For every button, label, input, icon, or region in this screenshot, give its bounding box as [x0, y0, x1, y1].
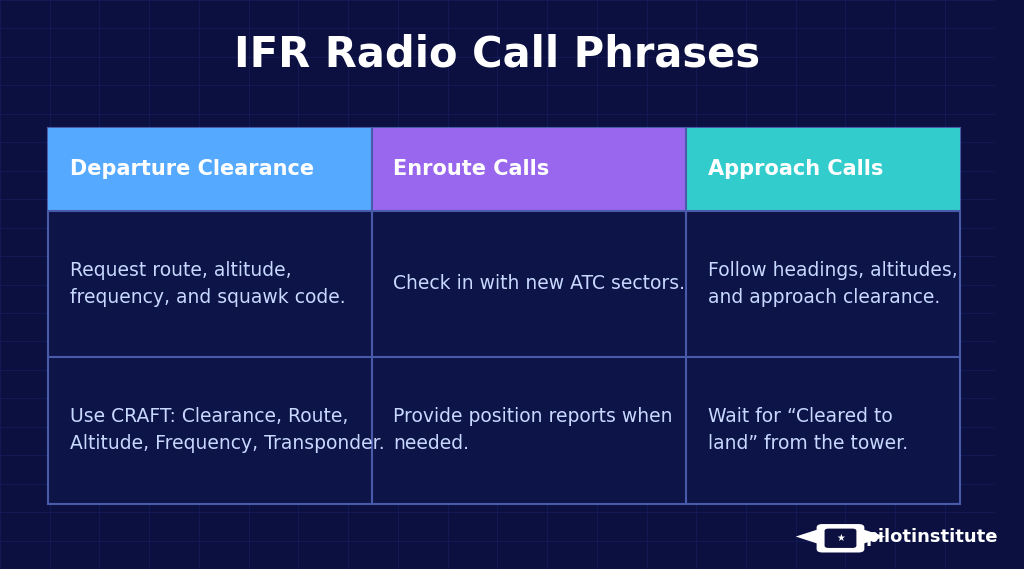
Bar — [372, 128, 686, 211]
Bar — [48, 128, 959, 504]
Bar — [48, 128, 372, 211]
Text: Check in with new ATC sectors.: Check in with new ATC sectors. — [393, 274, 685, 294]
Text: ★: ★ — [837, 533, 845, 543]
Text: Use CRAFT: Clearance, Route,
Altitude, Frequency, Transponder.: Use CRAFT: Clearance, Route, Altitude, F… — [70, 407, 384, 453]
Polygon shape — [796, 529, 818, 544]
Text: Enroute Calls: Enroute Calls — [393, 159, 550, 179]
FancyBboxPatch shape — [816, 524, 864, 552]
Bar — [686, 128, 959, 211]
Text: Departure Clearance: Departure Clearance — [70, 159, 313, 179]
Polygon shape — [862, 529, 886, 544]
FancyBboxPatch shape — [824, 529, 856, 548]
Text: pilotinstitute: pilotinstitute — [865, 527, 997, 546]
Text: Request route, altitude,
frequency, and squawk code.: Request route, altitude, frequency, and … — [70, 261, 345, 307]
Text: Wait for “Cleared to
land” from the tower.: Wait for “Cleared to land” from the towe… — [709, 407, 908, 453]
Text: Follow headings, altitudes,
and approach clearance.: Follow headings, altitudes, and approach… — [709, 261, 957, 307]
Text: Approach Calls: Approach Calls — [709, 159, 884, 179]
Text: IFR Radio Call Phrases: IFR Radio Call Phrases — [234, 33, 761, 75]
Text: Provide position reports when
needed.: Provide position reports when needed. — [393, 407, 673, 453]
